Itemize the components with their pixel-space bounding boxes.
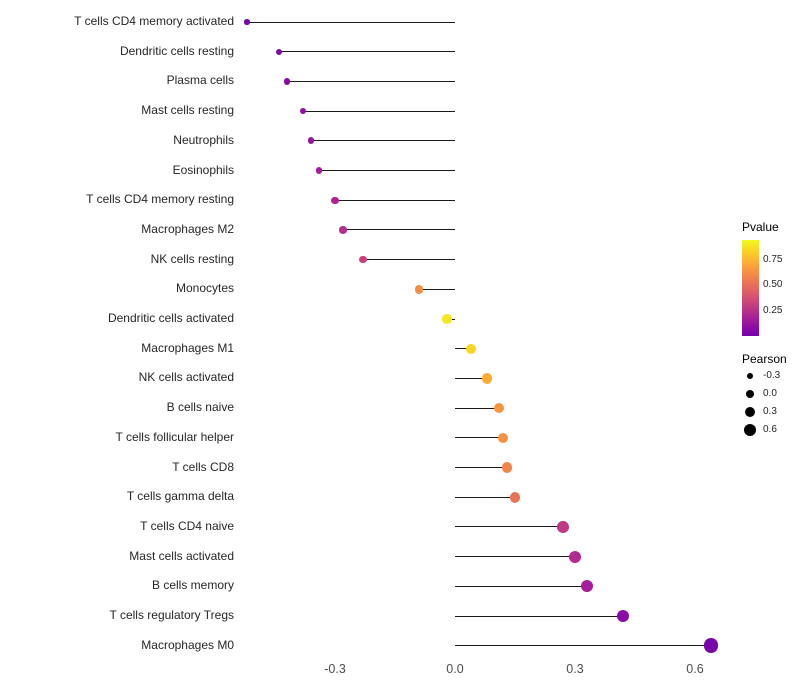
lollipop-dot <box>616 609 630 623</box>
category-label: T cells gamma delta <box>126 489 234 504</box>
pearson-size-dot <box>746 372 754 380</box>
pearson-size-label: 0.3 <box>763 406 777 417</box>
category-label: T cells regulatory Tregs <box>109 608 235 622</box>
category-label: Monocytes <box>175 281 234 296</box>
category-label: Macrophages M0 <box>141 637 234 652</box>
lollipop-dot <box>557 521 569 533</box>
pearson-size-dot <box>745 389 755 399</box>
pearson-size-dot <box>743 423 757 437</box>
lollipop-segment <box>279 51 455 53</box>
lollipop-segment <box>455 526 563 528</box>
category-label: Mast cells resting <box>141 103 234 118</box>
category-label: Dendritic cells activated <box>107 311 234 325</box>
lollipop-dot <box>299 107 307 115</box>
category-label: T cells CD8 <box>172 459 234 474</box>
x-axis-tick-label: 0.6 <box>686 662 704 676</box>
lollipop-segment <box>419 288 455 290</box>
lollipop-dot <box>307 137 315 145</box>
lollipop-dot <box>497 432 509 444</box>
category-label: Neutrophils <box>173 132 234 147</box>
lollipop-segment <box>363 259 455 261</box>
lollipop-dot <box>359 255 367 264</box>
lollipop-dot <box>580 580 594 593</box>
pvalue-tick-label: 0.50 <box>763 279 783 291</box>
lollipop-segment <box>311 140 455 142</box>
lollipop-segment <box>455 467 507 468</box>
lollipop-dot <box>481 373 493 384</box>
category-label: Macrophages M2 <box>141 221 234 236</box>
pearson-size-dot <box>744 406 756 418</box>
category-label: Mast cells activated <box>129 548 234 563</box>
category-label: B cells naive <box>166 400 234 415</box>
lollipop-dot <box>244 19 250 25</box>
category-label: NK cells resting <box>150 251 234 266</box>
x-axis-tick-label: -0.3 <box>324 662 346 676</box>
lollipop-dot <box>703 638 719 654</box>
pearson-size-label: -0.3 <box>763 370 781 381</box>
pvalue-tick-label: 0.75 <box>763 254 783 266</box>
lollipop-dot <box>331 196 339 204</box>
lollipop-segment <box>455 437 503 439</box>
pearson-size-label: 0.6 <box>763 424 777 435</box>
lollipop-segment <box>455 556 575 558</box>
lollipop-dot <box>569 550 581 563</box>
lollipop-segment <box>455 585 587 587</box>
lollipop-segment <box>287 80 455 82</box>
category-label: T cells CD4 naive <box>140 518 234 533</box>
pvalue-tick-label: 0.25 <box>763 304 783 316</box>
lollipop-segment <box>303 110 455 112</box>
lollipop-dot <box>275 48 283 55</box>
lollipop-segment <box>455 645 711 647</box>
category-label: T cells CD4 memory activated <box>74 14 234 28</box>
category-label: T cells CD4 memory resting <box>86 192 234 207</box>
lollipop-segment <box>455 407 499 409</box>
lollipop-dot <box>493 402 505 414</box>
lollipop-dot <box>315 167 323 174</box>
pvalue-gradient-bar <box>742 240 759 336</box>
lollipop-segment <box>455 496 515 498</box>
category-label: Dendritic cells resting <box>119 43 234 58</box>
lollipop-dot <box>466 343 476 354</box>
lollipop-segment <box>335 199 455 201</box>
lollipop-segment <box>247 21 455 23</box>
lollipop-segment <box>455 348 471 350</box>
lollipop-dot <box>442 314 452 324</box>
lollipop-segment <box>455 377 487 379</box>
lollipop-dot <box>283 78 291 85</box>
x-axis-tick-label: 0.0 <box>446 662 464 676</box>
pearson-legend-title: Pearson <box>742 352 787 366</box>
lollipop-dot <box>509 491 521 503</box>
category-label: B cells memory <box>151 578 234 593</box>
category-label: Macrophages M1 <box>141 340 234 355</box>
lollipop-segment <box>343 229 455 231</box>
lollipop-dot <box>414 284 424 294</box>
category-label: NK cells activated <box>138 370 234 385</box>
lollipop-dot <box>501 462 513 473</box>
lollipop-segment <box>319 170 455 171</box>
category-label: Eosinophils <box>172 162 234 177</box>
category-label: T cells follicular helper <box>115 429 235 444</box>
category-label: Plasma cells <box>166 73 234 88</box>
pearson-size-label: 0.0 <box>763 388 777 399</box>
x-axis-tick-label: 0.3 <box>566 662 584 676</box>
lollipop-segment <box>455 615 623 617</box>
pvalue-legend-title: Pvalue <box>742 220 779 234</box>
lollipop-dot <box>339 226 347 234</box>
